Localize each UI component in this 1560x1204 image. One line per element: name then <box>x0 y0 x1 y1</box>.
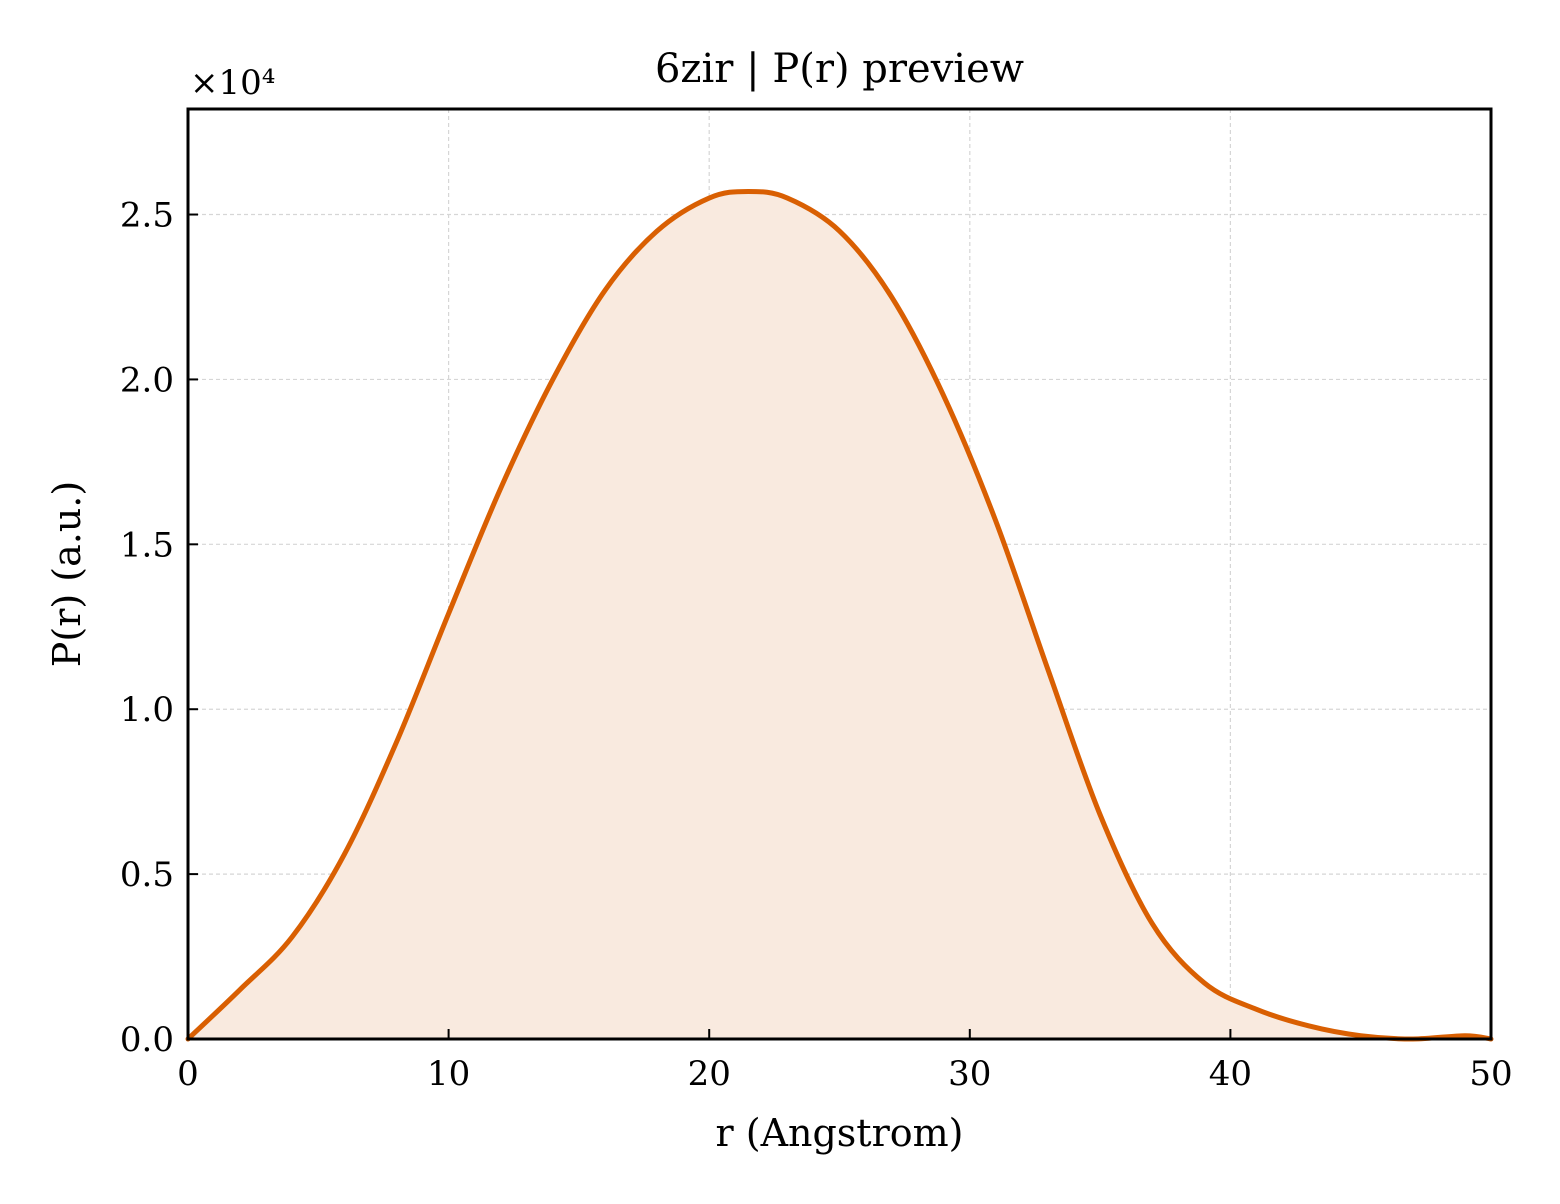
y-tick-label: 2.5 <box>120 196 174 236</box>
series-line <box>185 188 1494 1042</box>
x-tick-label: 40 <box>1209 1054 1252 1094</box>
y-axis-label: P(r) (a.u.) <box>45 481 89 667</box>
text-layer: 0 10 20 30 40 50 0.0 0.5 1.0 1.5 2.0 2.5 6zir | P(r)… <box>45 46 1513 1155</box>
plot-frame <box>186 107 1493 1041</box>
axes-layer <box>186 107 1493 1041</box>
data-layer <box>185 188 1494 1042</box>
x-axis-label: r (Angstrom) <box>716 1111 964 1155</box>
x-tick-label: 30 <box>948 1054 991 1094</box>
x-tick-label: 10 <box>427 1054 470 1094</box>
x-tick-label: 20 <box>688 1054 731 1094</box>
chart-title: 6zir | P(r) preview <box>655 46 1024 92</box>
y-tick-label: 1.0 <box>120 690 174 730</box>
y-offset-label: ×10⁴ <box>190 63 275 103</box>
y-tick-label: 0.5 <box>120 855 174 895</box>
y-tick-label: 1.5 <box>120 525 174 565</box>
y-tick-label: 0.0 <box>120 1020 174 1060</box>
x-tick-label: 50 <box>1469 1054 1512 1094</box>
y-tick-label: 2.0 <box>120 360 174 400</box>
x-tick-label: 0 <box>177 1054 199 1094</box>
area-fill <box>188 191 1491 1040</box>
